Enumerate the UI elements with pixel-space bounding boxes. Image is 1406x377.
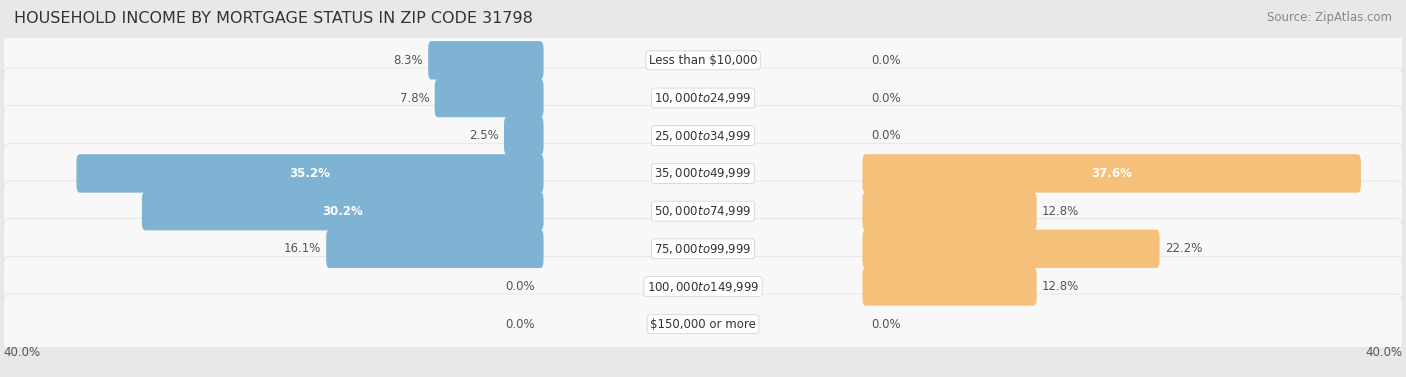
FancyBboxPatch shape: [503, 116, 544, 155]
Text: 2.5%: 2.5%: [470, 129, 499, 142]
Text: $50,000 to $74,999: $50,000 to $74,999: [654, 204, 752, 218]
FancyBboxPatch shape: [3, 294, 1403, 354]
FancyBboxPatch shape: [434, 79, 544, 117]
Text: 35.2%: 35.2%: [290, 167, 330, 180]
FancyBboxPatch shape: [3, 256, 1403, 317]
FancyBboxPatch shape: [3, 181, 1403, 241]
FancyBboxPatch shape: [862, 267, 1036, 306]
Text: 40.0%: 40.0%: [1365, 346, 1403, 359]
Text: Less than $10,000: Less than $10,000: [648, 54, 758, 67]
Text: 12.8%: 12.8%: [1042, 280, 1078, 293]
Text: $75,000 to $99,999: $75,000 to $99,999: [654, 242, 752, 256]
Text: 0.0%: 0.0%: [872, 54, 901, 67]
FancyBboxPatch shape: [76, 154, 544, 193]
Text: 0.0%: 0.0%: [872, 129, 901, 142]
Text: 8.3%: 8.3%: [394, 54, 423, 67]
Text: 0.0%: 0.0%: [505, 280, 534, 293]
FancyBboxPatch shape: [429, 41, 544, 80]
Text: 0.0%: 0.0%: [505, 318, 534, 331]
Text: 0.0%: 0.0%: [872, 318, 901, 331]
Text: 40.0%: 40.0%: [3, 346, 41, 359]
Text: $150,000 or more: $150,000 or more: [650, 318, 756, 331]
Text: $10,000 to $24,999: $10,000 to $24,999: [654, 91, 752, 105]
FancyBboxPatch shape: [862, 154, 1361, 193]
FancyBboxPatch shape: [3, 30, 1403, 90]
Text: Source: ZipAtlas.com: Source: ZipAtlas.com: [1267, 11, 1392, 24]
FancyBboxPatch shape: [862, 192, 1036, 230]
Text: $25,000 to $34,999: $25,000 to $34,999: [654, 129, 752, 143]
Text: 16.1%: 16.1%: [284, 242, 321, 255]
Text: 37.6%: 37.6%: [1091, 167, 1132, 180]
Text: 30.2%: 30.2%: [322, 205, 363, 218]
Text: 12.8%: 12.8%: [1042, 205, 1078, 218]
FancyBboxPatch shape: [3, 106, 1403, 166]
Text: $100,000 to $149,999: $100,000 to $149,999: [647, 279, 759, 294]
FancyBboxPatch shape: [3, 143, 1403, 204]
FancyBboxPatch shape: [3, 68, 1403, 128]
FancyBboxPatch shape: [862, 230, 1160, 268]
FancyBboxPatch shape: [3, 219, 1403, 279]
FancyBboxPatch shape: [326, 230, 544, 268]
FancyBboxPatch shape: [142, 192, 544, 230]
Text: 0.0%: 0.0%: [872, 92, 901, 104]
Text: 22.2%: 22.2%: [1164, 242, 1202, 255]
Text: 7.8%: 7.8%: [399, 92, 430, 104]
Text: HOUSEHOLD INCOME BY MORTGAGE STATUS IN ZIP CODE 31798: HOUSEHOLD INCOME BY MORTGAGE STATUS IN Z…: [14, 11, 533, 26]
Text: $35,000 to $49,999: $35,000 to $49,999: [654, 166, 752, 181]
